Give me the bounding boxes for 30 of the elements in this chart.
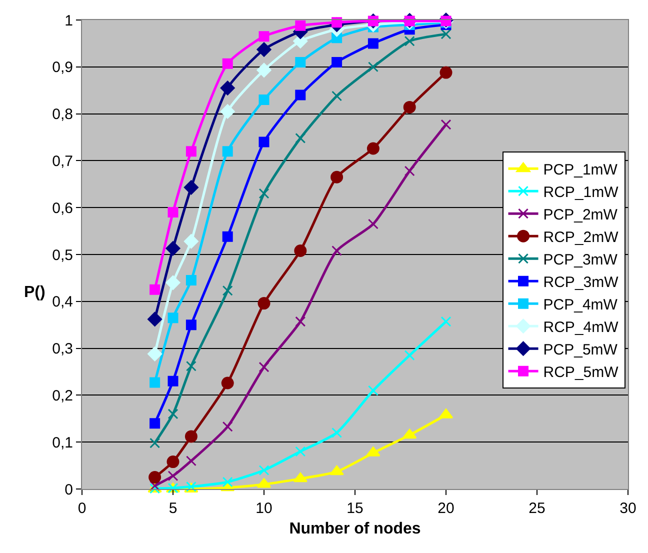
legend-label: RCP_5mW (543, 364, 620, 381)
x-tick-label: 5 (168, 500, 178, 517)
y-tick-label: 0,2 (52, 387, 73, 404)
legend-label: RCP_4mW (543, 318, 620, 336)
y-tick-label: 0,4 (52, 294, 73, 311)
y-tick-label: 0,7 (52, 152, 73, 170)
legend-label: PCP_5mW (543, 341, 618, 358)
y-axis-title: P() (24, 284, 46, 301)
x-tick-label: 10 (256, 500, 272, 517)
y-tick-label: 0,8 (52, 106, 73, 124)
y-tick-label: 0,5 (52, 246, 73, 264)
legend-label: PCP_1mW (543, 161, 618, 178)
legend-label: RCP_2mW (543, 228, 620, 246)
x-axis-title: Number of nodes (289, 520, 421, 538)
y-tick-label: 0,1 (52, 434, 73, 452)
y-tick-label: 0,6 (52, 200, 73, 217)
y-tick-label: 0 (64, 481, 73, 498)
legend-label: RCP_1mW (543, 184, 620, 201)
legend-label: PCP_3mW (543, 251, 618, 268)
x-tick-label: 0 (78, 500, 86, 517)
x-tick-label: 15 (346, 500, 364, 517)
y-tick-label: 0,9 (52, 59, 73, 76)
x-tick-label: 25 (528, 500, 546, 517)
x-tick-label: 20 (438, 500, 454, 517)
x-tick-label: 30 (620, 500, 636, 517)
y-tick-label: 0,3 (52, 340, 73, 358)
legend-label: PCP_4mW (543, 296, 618, 314)
y-tick-label: 1 (64, 12, 73, 30)
legend-label: RCP_3mW (543, 274, 620, 291)
legend-label: PCP_2mW (543, 206, 618, 224)
